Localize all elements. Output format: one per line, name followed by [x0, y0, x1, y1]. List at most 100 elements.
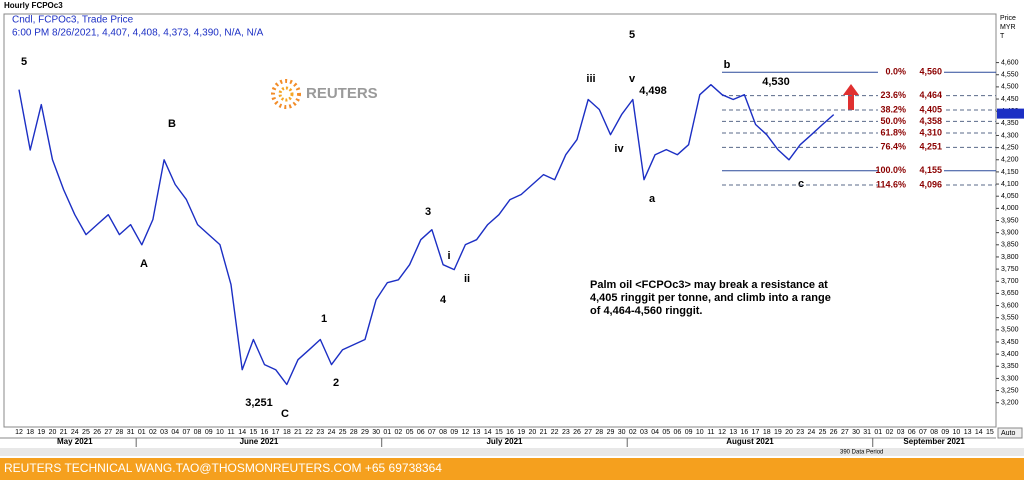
up-arrow: [843, 84, 859, 110]
x-tick-label: 07: [428, 429, 436, 436]
x-tick-label: 23: [562, 429, 570, 436]
x-tick-label: 18: [26, 429, 34, 436]
auto-label: Auto: [1001, 430, 1016, 437]
x-tick-label: 25: [339, 429, 347, 436]
x-tick-label: 06: [417, 429, 425, 436]
x-tick-label: 17: [752, 429, 760, 436]
x-tick-label: 26: [93, 429, 101, 436]
y-tick-label: 4,250: [1001, 144, 1019, 151]
x-tick-label: 12: [15, 429, 23, 436]
note-line: Palm oil <FCPOc3> may break a resistance…: [590, 279, 828, 291]
fib-value: 4,358: [919, 116, 942, 126]
y-tick-label: 3,400: [1001, 351, 1019, 358]
x-tick-label: 15: [249, 429, 257, 436]
y-tick-label: 3,300: [1001, 375, 1019, 382]
y-tick-label: 3,250: [1001, 387, 1019, 394]
chart-title: Hourly FCPOc3: [4, 1, 63, 10]
status-line: 6:00 PM 8/26/2021, 4,407, 4,408, 4,373, …: [12, 28, 264, 39]
x-tick-label: 04: [651, 429, 659, 436]
x-tick-label: 29: [607, 429, 615, 436]
x-tick-label: 28: [595, 429, 603, 436]
x-tick-label: 08: [439, 429, 447, 436]
x-tick-label: 03: [160, 429, 168, 436]
note-line: 4,405 ringgit per tonne, and climb into …: [590, 292, 831, 304]
wave-label: b: [724, 59, 731, 71]
x-tick-label: 24: [71, 429, 79, 436]
x-tick-label: 20: [785, 429, 793, 436]
wave-label: a: [649, 193, 656, 205]
y-tick-label: 3,900: [1001, 229, 1019, 236]
x-tick-label: 16: [741, 429, 749, 436]
x-tick-label: 07: [183, 429, 191, 436]
y-tick-label: 4,350: [1001, 120, 1019, 127]
footer-bar: [0, 458, 1024, 480]
x-tick-label: 24: [807, 429, 815, 436]
fib-ratio: 114.6%: [876, 179, 906, 189]
y-tick-label: 3,550: [1001, 315, 1019, 322]
x-tick-label: 06: [674, 429, 682, 436]
x-tick-label: 17: [272, 429, 280, 436]
x-tick-label: 26: [830, 429, 838, 436]
wave-label: 3: [425, 206, 431, 218]
x-tick-label: 19: [774, 429, 782, 436]
x-tick-label: 18: [763, 429, 771, 436]
fib-value: 4,464: [919, 90, 942, 100]
scrollbar: [0, 448, 1024, 456]
y-tick-label: 3,600: [1001, 302, 1019, 309]
month-label: May 2021: [57, 437, 93, 446]
axis-title: T: [1000, 33, 1005, 40]
fib-label-bg: [878, 180, 944, 191]
fib-ratio: 76.4%: [880, 142, 906, 152]
x-tick-label: 09: [450, 429, 458, 436]
wave-label: i: [447, 250, 450, 262]
price-label: 3,251: [245, 397, 273, 409]
x-tick-label: 16: [261, 429, 269, 436]
axis-title: MYR: [1000, 24, 1016, 31]
y-tick-label: 4,450: [1001, 96, 1019, 103]
x-tick-label: 31: [127, 429, 135, 436]
x-tick-label: 08: [194, 429, 202, 436]
logo-mark: [278, 86, 294, 102]
fib-ratio: 100.0%: [875, 165, 906, 175]
y-tick-label: 3,200: [1001, 400, 1019, 407]
x-tick-label: 13: [964, 429, 972, 436]
x-tick-label: 14: [484, 429, 492, 436]
x-tick-label: 15: [495, 429, 503, 436]
month-label: June 2021: [240, 437, 279, 446]
x-tick-label: 21: [540, 429, 548, 436]
x-tick-label: 06: [908, 429, 916, 436]
auto-button[interactable]: [997, 427, 1023, 439]
fib-ratio: 38.2%: [880, 104, 906, 114]
x-tick-label: 07: [919, 429, 927, 436]
x-tick-label: 01: [874, 429, 882, 436]
data-period: 390 Data Period: [840, 450, 883, 456]
y-tick-label: 4,000: [1001, 205, 1019, 212]
wave-label: 5: [21, 56, 27, 68]
y-tick-label: 3,850: [1001, 242, 1019, 249]
x-tick-label: 01: [383, 429, 391, 436]
x-tick-label: 25: [819, 429, 827, 436]
y-tick-label: 4,550: [1001, 72, 1019, 79]
y-tick-label: 3,700: [1001, 278, 1019, 285]
x-tick-label: 25: [82, 429, 90, 436]
fib-label-bg: [878, 165, 944, 176]
y-tick-label: 4,100: [1001, 181, 1019, 188]
x-tick-label: 29: [361, 429, 369, 436]
wave-label: c: [798, 178, 804, 190]
x-tick-label: 30: [852, 429, 860, 436]
x-tick-label: 10: [216, 429, 224, 436]
price-label: 4,498: [639, 85, 667, 97]
y-tick-label: 3,500: [1001, 327, 1019, 334]
x-tick-label: 22: [551, 429, 559, 436]
axis-title: Price: [1000, 15, 1016, 22]
wave-label: 4: [440, 294, 447, 306]
x-tick-label: 14: [238, 429, 246, 436]
y-tick-label: 4,050: [1001, 193, 1019, 200]
x-tick-label: 28: [116, 429, 124, 436]
x-tick-label: 22: [305, 429, 313, 436]
x-tick-label: 21: [294, 429, 302, 436]
y-tick-label: 3,950: [1001, 217, 1019, 224]
wave-label: A: [140, 258, 148, 270]
